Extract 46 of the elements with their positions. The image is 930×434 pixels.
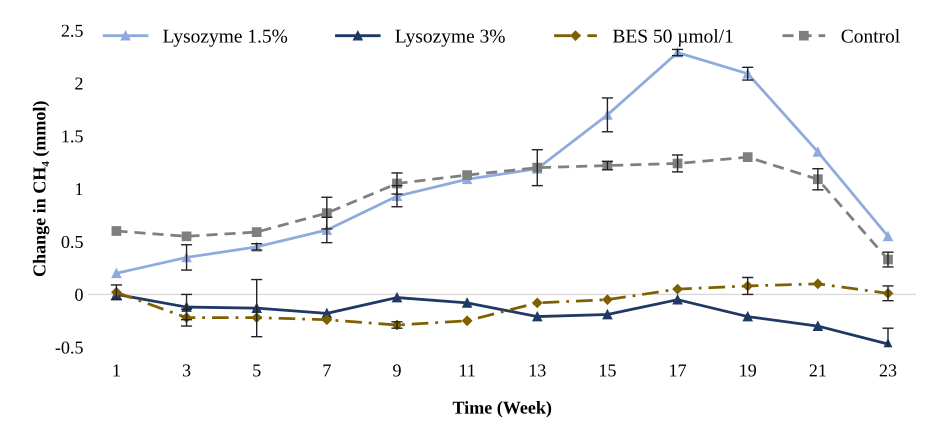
y-tick-label: 1.5	[62, 130, 83, 143]
y-tick-label: 2.5	[62, 24, 83, 37]
point	[812, 321, 823, 331]
x-tick-label: 15	[600, 364, 616, 377]
y-tick-label: 1	[76, 183, 82, 196]
y-tick-label: 0.5	[62, 236, 83, 248]
x-tick-label: 5	[253, 364, 261, 377]
point	[742, 152, 753, 162]
point	[883, 231, 893, 242]
x-axis-title: Time (Week)	[452, 401, 552, 418]
point	[462, 170, 472, 180]
x-tick-label: 11	[460, 364, 475, 376]
x-tick-label: 3	[182, 364, 190, 377]
point	[322, 314, 332, 325]
x-tick-label: 7	[324, 364, 331, 376]
point	[602, 294, 613, 305]
point	[672, 294, 682, 305]
point	[812, 146, 823, 157]
x-tick-label: 13	[530, 364, 546, 377]
x-tick-label: 19	[740, 364, 756, 377]
x-tick-label: 23	[880, 364, 896, 377]
point	[672, 284, 683, 294]
point	[112, 268, 122, 278]
point	[532, 298, 542, 308]
y-axis-title: Change in CH₄ (mmol)	[32, 101, 50, 276]
point	[252, 227, 262, 237]
y-tick-label: 0	[75, 288, 83, 301]
point	[462, 316, 472, 326]
point	[112, 226, 122, 236]
point	[182, 231, 192, 242]
point	[462, 298, 472, 308]
x-tick-label: 21	[810, 364, 826, 376]
y-tick-label: -0.5	[56, 341, 83, 354]
point	[392, 292, 402, 302]
point	[602, 310, 612, 320]
x-tick-label: 9	[393, 364, 401, 377]
legend-label: BES 50 µmol/1	[612, 28, 733, 47]
y-tick-label: 2	[75, 77, 82, 90]
point	[742, 312, 753, 322]
legend-label: Control	[842, 28, 900, 43]
point	[532, 312, 542, 322]
legend-label: Lysozyme 1.5%	[163, 30, 288, 47]
x-tick-label: 1	[113, 364, 120, 376]
point	[812, 278, 823, 289]
x-tick-label: 17	[670, 364, 686, 376]
legend-label: Lysozyme 3%	[395, 30, 505, 47]
